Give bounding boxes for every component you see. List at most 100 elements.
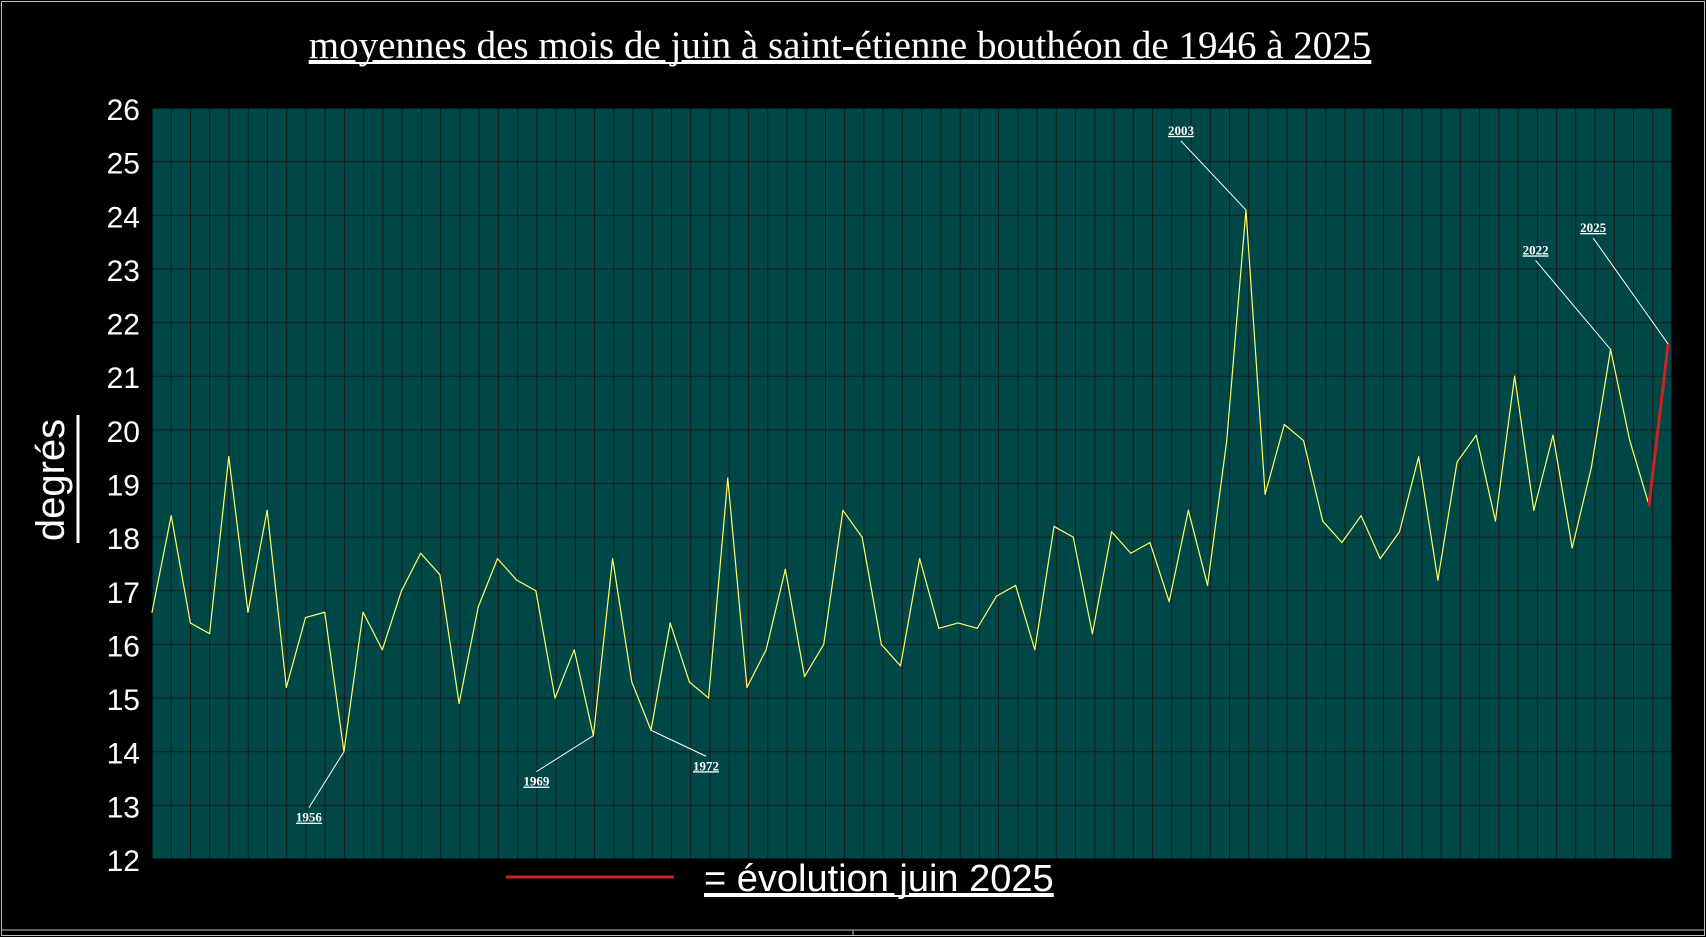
y-tick-label: 25 — [107, 148, 140, 181]
series-segment — [1015, 584, 1036, 651]
series-segment — [784, 568, 806, 678]
series-segment — [1264, 423, 1285, 495]
series-segment — [957, 622, 978, 629]
y-tick-label: 21 — [107, 362, 140, 395]
series-segment — [1053, 525, 1074, 538]
chart-title: moyennes des mois de juin à saint-étienn… — [309, 24, 1372, 67]
series-segment — [1533, 434, 1554, 511]
series-segment — [304, 611, 326, 619]
annotation-label: 2025 — [1580, 220, 1607, 235]
annotations: 1956 1969 1972 2003 2022 2025 — [296, 123, 1669, 825]
series-segment — [400, 552, 422, 592]
y-tick-label: 18 — [107, 523, 140, 556]
series-segment — [1283, 423, 1305, 442]
series-segment — [995, 584, 1017, 597]
y-tick-label: 22 — [107, 309, 140, 342]
series-segment — [496, 557, 518, 581]
legend-label: = évolution juin 2025 — [704, 858, 1054, 900]
series-segment — [266, 509, 287, 688]
series-segment — [458, 606, 479, 705]
series-segment — [1379, 531, 1401, 560]
series-segment — [381, 590, 403, 651]
series-segment — [1091, 531, 1113, 635]
series-segment — [707, 477, 729, 699]
series-segment — [669, 622, 690, 683]
series-segment — [880, 643, 902, 667]
legend: = évolution juin 2025 — [506, 858, 1054, 900]
series-segment — [631, 681, 652, 731]
series-segment — [535, 590, 556, 699]
chart-title-group: moyennes des mois de juin à saint-étienn… — [308, 24, 1372, 67]
series-segment — [1552, 434, 1573, 549]
annotation-leader-line — [536, 735, 594, 773]
series-segment — [1629, 439, 1650, 506]
series-segment — [1437, 461, 1458, 581]
series-segment — [1034, 525, 1055, 651]
annotation-leader-line — [1535, 260, 1611, 350]
series-segment — [554, 649, 575, 699]
series-segment — [343, 611, 364, 753]
series-segment — [1475, 434, 1497, 522]
series-segment — [592, 557, 614, 737]
series-segment — [516, 579, 537, 592]
series-segment — [1072, 536, 1094, 635]
y-tick-label: 23 — [107, 255, 140, 288]
series-segment — [1206, 439, 1228, 587]
y-tick-label: 16 — [107, 630, 140, 663]
series-segment — [247, 509, 268, 613]
series-segment — [189, 622, 211, 635]
series-segment — [362, 611, 383, 651]
y-tick-label: 24 — [107, 201, 140, 234]
series-segment — [439, 574, 460, 705]
series-segment — [765, 568, 786, 651]
series-segment — [170, 515, 191, 624]
series-segment — [1418, 456, 1439, 581]
series-segment — [1456, 434, 1477, 463]
annotation-leader-line — [1592, 237, 1669, 345]
series-segment — [1609, 348, 1631, 442]
y-tick-label: 15 — [107, 684, 140, 717]
series-segment — [612, 557, 633, 683]
y-tick-label: 12 — [107, 845, 140, 878]
series-segment — [727, 477, 748, 688]
series-segment — [1149, 541, 1170, 603]
grid — [151, 107, 1673, 860]
series-segment — [324, 611, 345, 753]
series-segment — [420, 552, 441, 576]
series-segment — [477, 557, 499, 608]
series-segment — [1302, 439, 1324, 522]
annotation-leader-line — [650, 729, 707, 757]
series-segment — [823, 509, 844, 646]
series-segment — [208, 456, 230, 635]
series-segment — [1322, 520, 1343, 544]
series-segment — [1590, 348, 1612, 469]
plot-border — [151, 107, 1673, 860]
series-segment — [919, 557, 940, 629]
series-segment — [1514, 375, 1535, 511]
series-segment — [1360, 515, 1381, 560]
annotation-label: 1969 — [523, 774, 550, 789]
series-segment — [688, 681, 710, 699]
y-tick-label: 17 — [107, 577, 140, 610]
series-segment — [899, 557, 921, 667]
y-tick-label: 13 — [107, 791, 140, 824]
series-segment — [938, 622, 959, 629]
series-segment — [1398, 456, 1420, 533]
y-tick-label: 20 — [107, 416, 140, 449]
series-segment — [861, 536, 882, 646]
series-segment — [1187, 509, 1209, 587]
annotation-leader-line — [1180, 140, 1247, 211]
series-segment — [1130, 541, 1151, 554]
series-segment — [650, 622, 671, 731]
series-segment-highlight — [1647, 342, 1670, 507]
annotation-label: 1972 — [693, 758, 719, 773]
y-tick-label: 19 — [107, 470, 140, 503]
series-segment — [1571, 466, 1592, 549]
data-series — [151, 209, 1670, 753]
series-segment — [1341, 515, 1362, 544]
annotation-label: 1956 — [296, 810, 323, 825]
series-segment — [1168, 509, 1189, 603]
series-segment — [228, 456, 249, 613]
y-tick-label: 26 — [107, 94, 140, 127]
